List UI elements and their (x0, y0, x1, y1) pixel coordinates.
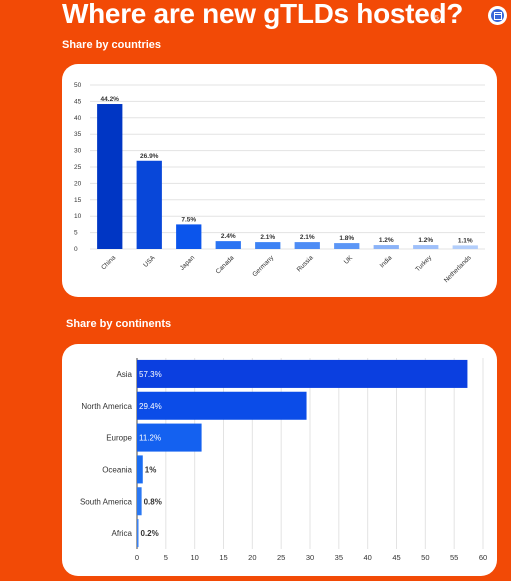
x-tick-label: 30 (306, 553, 314, 562)
x-tick-label: 10 (190, 553, 198, 562)
bar (137, 519, 139, 548)
countries-section-title: Share by countries (62, 39, 162, 51)
x-tick-label: Russia (296, 254, 315, 273)
bar-value-label: 1.1% (458, 237, 473, 244)
bar (255, 242, 281, 249)
bar-value-label: 2.1% (260, 234, 275, 241)
y-tick-label: 5 (74, 230, 78, 237)
bar (97, 104, 123, 249)
bar (137, 423, 202, 452)
bar-value-label: 26.9% (140, 153, 159, 160)
bar-value-label: 7.5% (181, 216, 196, 223)
x-tick-label: 60 (479, 553, 487, 562)
x-tick-label: USA (142, 254, 157, 269)
bar-value-label: 44.2% (101, 96, 120, 103)
x-tick-label: 35 (335, 553, 343, 562)
y-tick-label: 45 (74, 98, 82, 105)
countries-chart-card: 0 5 10 15 20 25 30 35 40 45 50 44.2% China 26.9% USA 7.… (62, 64, 497, 297)
x-tick-label: 15 (219, 553, 227, 562)
bar-value-label: 29.4% (139, 402, 162, 411)
x-tick-label: 25 (277, 553, 285, 562)
y-tick-label: Africa (112, 529, 133, 538)
bar-value-label: 2.4% (221, 233, 236, 240)
y-tick-label: Europe (106, 434, 132, 443)
x-tick-label: India (379, 254, 394, 269)
bar (294, 242, 320, 249)
bar-value-label: 1.2% (418, 237, 433, 244)
x-tick-label: Japan (179, 254, 197, 272)
bar-value-label: 0.2% (141, 529, 159, 538)
continents-chart-card: 0 5 10 15 20 25 30 35 40 45 50 55 60 Asia 57.3% North A… (62, 344, 497, 576)
y-tick-label: Asia (116, 370, 132, 379)
page-title: Where are new gTLDs hosted? (62, 0, 464, 29)
x-tick-label: China (100, 254, 117, 271)
bar (452, 245, 478, 249)
x-tick-label: 55 (450, 553, 458, 562)
y-tick-label: 35 (74, 131, 82, 138)
bar (137, 487, 142, 516)
y-tick-label: 40 (74, 115, 82, 122)
window-icon[interactable] (488, 6, 507, 25)
bar (334, 243, 360, 249)
bar-value-label: 1% (145, 465, 157, 474)
x-tick-label: 50 (421, 553, 429, 562)
y-tick-label: Oceania (102, 465, 132, 474)
bar (413, 245, 439, 249)
y-tick-label: 20 (74, 180, 82, 187)
bar (373, 245, 399, 249)
continents-section-title: Share by continents (66, 318, 172, 330)
bar (176, 224, 202, 249)
y-tick-label: 30 (74, 148, 82, 155)
bar-value-label: 0.8% (144, 497, 162, 506)
x-tick-label: Turkey (414, 254, 433, 273)
x-tick-label: 40 (363, 553, 371, 562)
y-tick-label: 50 (74, 82, 82, 89)
y-tick-label: 15 (74, 197, 82, 204)
bar (136, 160, 162, 249)
y-tick-label: North America (81, 402, 132, 411)
x-tick-label: 20 (248, 553, 256, 562)
x-tick-label: UK (343, 254, 355, 266)
bar (137, 359, 468, 388)
bar (137, 455, 143, 484)
bar-value-label: 57.3% (139, 370, 162, 379)
bar-value-label: 11.2% (139, 434, 161, 443)
x-tick-label: Germany (251, 254, 275, 278)
bar (215, 241, 241, 249)
window-glyph (493, 11, 502, 20)
x-tick-label: 0 (135, 553, 139, 562)
page-number: 15 (431, 15, 439, 22)
x-tick-label: 45 (392, 553, 400, 562)
continents-bar-chart: 0 5 10 15 20 25 30 35 40 45 50 55 60 Asia 57.3% North A… (80, 358, 487, 562)
countries-bar-chart: 0 5 10 15 20 25 30 35 40 45 50 44.2% China 26.9% USA 7.… (74, 82, 485, 284)
bar-value-label: 1.2% (379, 237, 394, 244)
x-tick-label: 5 (164, 553, 168, 562)
bar-value-label: 2.1% (300, 234, 315, 241)
bar-value-label: 1.8% (339, 235, 354, 242)
x-tick-label: Canada (215, 254, 236, 275)
y-tick-label: 0 (74, 246, 78, 253)
x-tick-label: Netherlands (443, 254, 473, 284)
y-tick-label: 10 (74, 213, 82, 220)
window-icon-inner (491, 9, 504, 22)
y-tick-label: 25 (74, 164, 82, 171)
y-tick-label: South America (80, 497, 133, 506)
bar (137, 391, 307, 420)
